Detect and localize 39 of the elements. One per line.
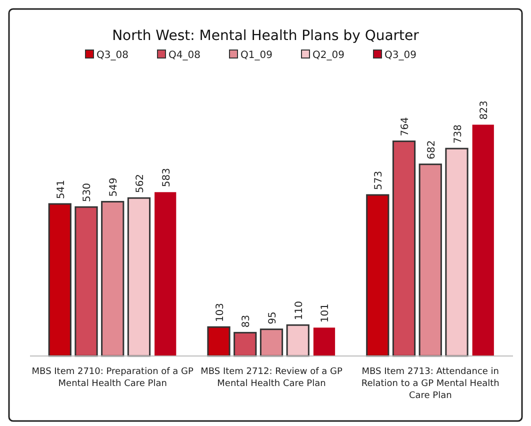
data-label: 103 xyxy=(214,302,226,322)
legend-label: Q4_08 xyxy=(168,50,200,61)
bar xyxy=(48,203,72,357)
legend-label: Q3_09 xyxy=(384,50,416,61)
data-label: 549 xyxy=(108,178,120,197)
x-tick-label: MBS Item 2710: Preparation of a GP Mental Health Care Plan xyxy=(32,367,194,389)
bar xyxy=(445,148,468,357)
bar xyxy=(127,197,151,357)
legend-label: Q3_08 xyxy=(96,50,128,61)
bar xyxy=(366,194,390,357)
data-label: 110 xyxy=(294,300,305,320)
bar xyxy=(286,324,310,357)
bar xyxy=(392,140,416,357)
legend-label: Q1_09 xyxy=(240,50,272,61)
bar xyxy=(154,192,176,356)
bar xyxy=(472,124,494,356)
data-label: 530 xyxy=(82,182,94,202)
data-label: 738 xyxy=(452,124,464,144)
data-label: 573 xyxy=(374,170,385,190)
data-label: 562 xyxy=(134,174,146,194)
bar xyxy=(74,206,98,357)
legend-label: Q2_09 xyxy=(312,50,344,61)
bar xyxy=(418,164,442,357)
data-label: 541 xyxy=(56,180,67,199)
bar xyxy=(260,328,284,357)
data-label: 823 xyxy=(479,100,490,120)
data-label: 95 xyxy=(268,312,278,324)
bar xyxy=(313,328,336,356)
bar xyxy=(101,200,124,357)
data-label: 101 xyxy=(320,304,332,323)
data-label: 764 xyxy=(400,117,412,136)
data-label: 83 xyxy=(241,314,252,328)
x-tick-label: MBS Item 2713: Attendance in Relation to a GP Mental Health Care Plan xyxy=(361,367,500,401)
data-label: 583 xyxy=(161,168,172,188)
chart-title: North West: Mental Health Plans by Quarter xyxy=(112,28,420,44)
bar xyxy=(234,332,257,357)
data-label: 682 xyxy=(426,140,438,160)
bar xyxy=(207,326,230,357)
x-tick-label: MBS Item 2712: Review of a GP Mental Health Care Plan xyxy=(200,367,343,389)
